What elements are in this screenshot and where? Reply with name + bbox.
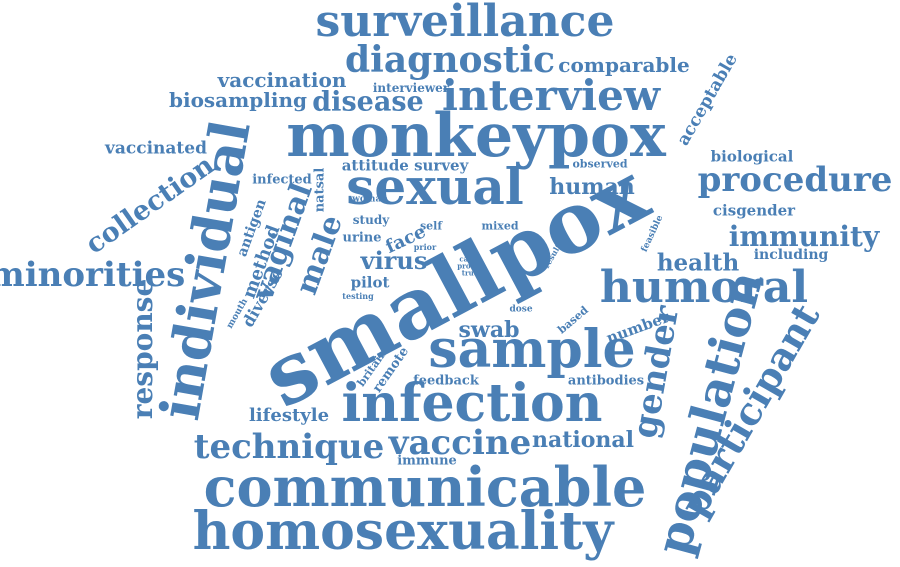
word: technique — [193, 427, 385, 467]
word: biosampling — [168, 88, 308, 112]
word: procedure — [697, 160, 893, 200]
word: communicable — [203, 455, 647, 519]
word: proc — [457, 261, 475, 271]
word: dose — [509, 304, 533, 315]
word: minorities — [0, 255, 186, 295]
word: including — [753, 247, 829, 263]
word: disease — [312, 86, 424, 118]
word: attitude survey — [341, 156, 469, 175]
word: vaccinated — [105, 138, 207, 159]
word: monkeypox — [286, 101, 666, 171]
word: virus — [360, 246, 428, 275]
word: interviewer — [372, 81, 450, 95]
word: vaccine — [388, 423, 532, 463]
word: woman — [352, 194, 388, 205]
word: response — [126, 278, 159, 420]
word: humoral — [599, 262, 809, 313]
word: homosexuality — [192, 501, 614, 562]
word: urine — [342, 230, 382, 246]
word: cisgender — [712, 201, 796, 220]
word: sample — [428, 319, 636, 380]
word: human — [549, 174, 635, 200]
word: diagnostic — [344, 39, 556, 81]
word: case — [459, 254, 477, 264]
word: pilot — [350, 273, 390, 292]
word: mixed — [481, 219, 519, 233]
word: lifestyle — [248, 405, 330, 426]
word: surveillance — [315, 0, 615, 47]
word: interview — [442, 71, 660, 120]
word: immune — [397, 453, 457, 469]
word: true — [461, 268, 479, 278]
word: immunity — [728, 220, 880, 253]
word: infected — [252, 172, 312, 188]
word: swab — [458, 317, 520, 343]
word: antibodies — [567, 373, 645, 389]
word: prior — [413, 242, 437, 252]
word: comparable — [558, 53, 690, 77]
word: health — [656, 249, 740, 277]
word: observed — [572, 157, 628, 171]
word: biological — [710, 147, 794, 166]
word: infection — [341, 373, 603, 434]
word: vaccination — [217, 68, 347, 92]
word: feedback — [413, 373, 479, 389]
word: sexual — [346, 157, 524, 216]
word: self — [419, 219, 443, 233]
word: testing — [342, 291, 374, 301]
word: study — [352, 213, 390, 227]
word: national — [531, 427, 635, 453]
